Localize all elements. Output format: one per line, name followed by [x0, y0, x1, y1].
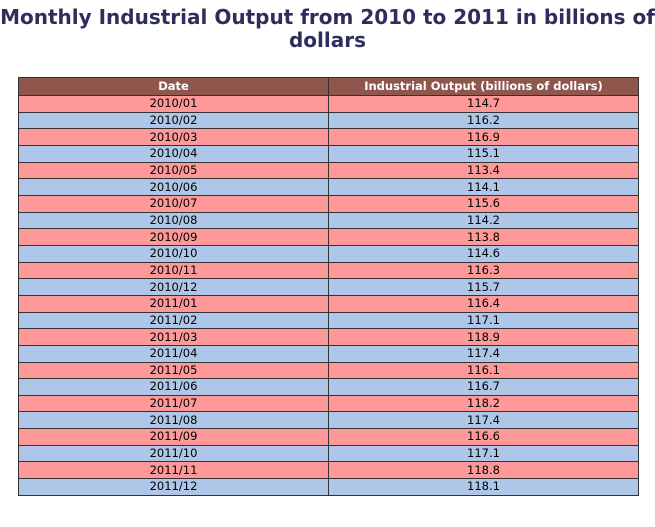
date-cell: 2011/11 — [18, 461, 329, 480]
output-cell: 118.9 — [328, 328, 639, 346]
column-header-date: Date — [18, 77, 329, 96]
table-row: 2011/10 117.1 — [18, 444, 639, 463]
date-cell: 2010/01 — [18, 95, 329, 113]
date-cell: 2011/01 — [18, 294, 329, 313]
date-cell: 2010/07 — [18, 194, 329, 213]
output-cell: 116.3 — [328, 261, 639, 280]
date-cell: 2010/09 — [18, 228, 329, 246]
date-cell: 2010/06 — [18, 178, 329, 196]
table-header-row: Date Industrial Output (billions of doll… — [18, 77, 639, 96]
output-cell: 117.1 — [328, 444, 639, 463]
column-header-output: Industrial Output (billions of dollars) — [328, 77, 639, 96]
output-cell: 117.1 — [328, 311, 639, 330]
chart-title: Monthly Industrial Output from 2010 to 2… — [0, 5, 655, 52]
output-cell: 113.4 — [328, 161, 639, 180]
date-cell: 2011/12 — [18, 478, 329, 496]
date-cell: 2011/05 — [18, 361, 329, 380]
table-row: 2011/01 116.4 — [18, 294, 639, 313]
data-table: Date Industrial Output (billions of doll… — [18, 77, 639, 496]
table-row: 2010/08 114.2 — [18, 211, 639, 230]
table-row: 2010/05 113.4 — [18, 161, 639, 180]
output-cell: 116.9 — [328, 128, 639, 146]
date-cell: 2011/08 — [18, 411, 329, 430]
table-row: 2011/04 117.4 — [18, 344, 639, 363]
output-cell: 114.7 — [328, 95, 639, 113]
date-cell: 2010/02 — [18, 111, 329, 130]
date-cell: 2011/09 — [18, 428, 329, 446]
date-cell: 2010/04 — [18, 144, 329, 163]
output-cell: 116.7 — [328, 378, 639, 396]
table-row: 2011/12 118.1 — [18, 478, 639, 496]
output-cell: 114.1 — [328, 178, 639, 196]
table-row: 2010/11 116.3 — [18, 261, 639, 280]
date-cell: 2010/11 — [18, 261, 329, 280]
output-cell: 113.8 — [328, 228, 639, 246]
table-row: 2010/02 116.2 — [18, 111, 639, 130]
output-cell: 115.7 — [328, 278, 639, 296]
date-cell: 2010/08 — [18, 211, 329, 230]
output-cell: 116.1 — [328, 361, 639, 380]
table-body: 2010/01 114.7 2010/02 116.2 2010/03 116.9 2010… — [18, 95, 639, 496]
date-cell: 2011/04 — [18, 344, 329, 363]
output-cell: 115.1 — [328, 144, 639, 163]
table-row: 2010/04 115.1 — [18, 144, 639, 163]
table-row: 2011/02 117.1 — [18, 311, 639, 330]
output-cell: 116.4 — [328, 294, 639, 313]
table-row: 2011/03 118.9 — [18, 328, 639, 346]
date-cell: 2011/07 — [18, 394, 329, 413]
output-cell: 116.2 — [328, 111, 639, 130]
table-row: 2011/08 117.4 — [18, 411, 639, 430]
output-cell: 118.1 — [328, 478, 639, 496]
table-row: 2011/11 118.8 — [18, 461, 639, 480]
date-cell: 2011/03 — [18, 328, 329, 346]
output-cell: 115.6 — [328, 194, 639, 213]
output-cell: 117.4 — [328, 344, 639, 363]
output-cell: 118.8 — [328, 461, 639, 480]
table-row: 2010/06 114.1 — [18, 178, 639, 196]
table-row: 2010/07 115.6 — [18, 194, 639, 213]
table-row: 2010/12 115.7 — [18, 278, 639, 296]
table-row: 2011/09 116.6 — [18, 428, 639, 446]
output-cell: 114.6 — [328, 244, 639, 263]
table-row: 2011/05 116.1 — [18, 361, 639, 380]
date-cell: 2011/06 — [18, 378, 329, 396]
date-cell: 2010/05 — [18, 161, 329, 180]
date-cell: 2011/02 — [18, 311, 329, 330]
date-cell: 2010/10 — [18, 244, 329, 263]
date-cell: 2010/12 — [18, 278, 329, 296]
output-cell: 116.6 — [328, 428, 639, 446]
table-row: 2010/03 116.9 — [18, 128, 639, 146]
table-row: 2010/10 114.6 — [18, 244, 639, 263]
date-cell: 2011/10 — [18, 444, 329, 463]
table-row: 2010/01 114.7 — [18, 95, 639, 113]
output-cell: 117.4 — [328, 411, 639, 430]
table-row: 2010/09 113.8 — [18, 228, 639, 246]
table-row: 2011/06 116.7 — [18, 378, 639, 396]
table-row: 2011/07 118.2 — [18, 394, 639, 413]
output-cell: 114.2 — [328, 211, 639, 230]
output-cell: 118.2 — [328, 394, 639, 413]
date-cell: 2010/03 — [18, 128, 329, 146]
